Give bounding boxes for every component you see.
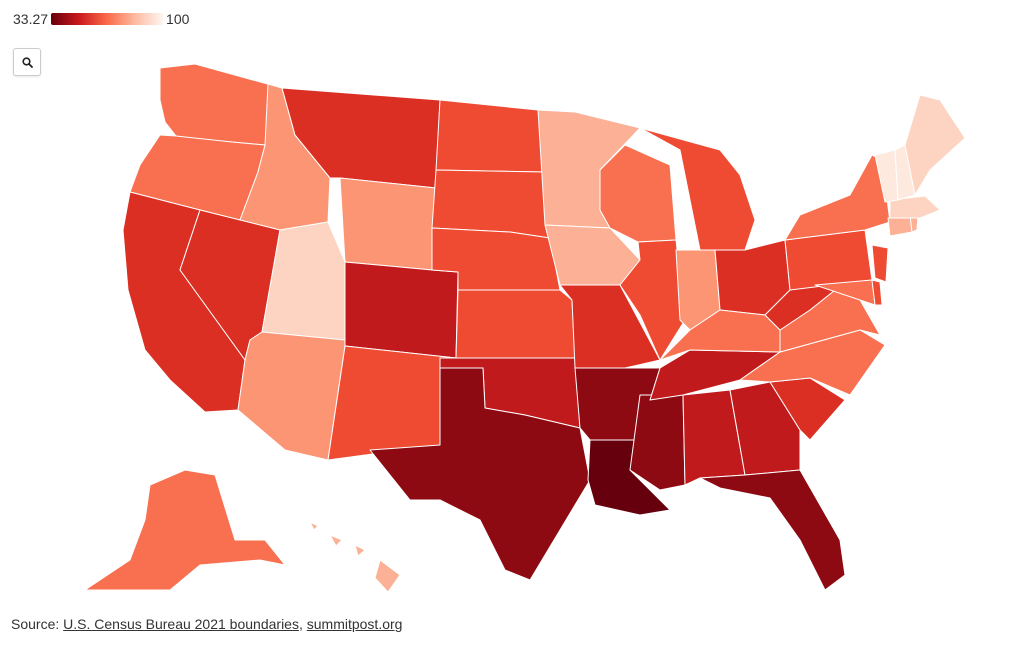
zoom-button[interactable] [13, 48, 41, 76]
state-alaska[interactable] [84, 469, 286, 591]
state-south-dakota[interactable] [431, 169, 551, 239]
state-maine[interactable] [904, 94, 966, 196]
state-kansas[interactable] [455, 289, 576, 359]
state-mississippi[interactable] [629, 394, 686, 491]
source-label: Source: [11, 616, 60, 632]
source-link-summitpost[interactable]: summitpost.org [306, 616, 403, 632]
state-delaware[interactable] [871, 279, 883, 306]
state-north-dakota[interactable] [435, 99, 546, 173]
search-icon [21, 56, 33, 68]
state-wisconsin[interactable] [599, 144, 677, 243]
legend-min-label: 33.27 [13, 11, 49, 27]
state-arizona[interactable] [237, 331, 346, 461]
state-massachusetts[interactable] [889, 195, 941, 219]
state-colorado[interactable] [344, 261, 459, 359]
state-new-jersey[interactable] [871, 244, 889, 283]
legend-max-label: 100 [166, 11, 190, 27]
state-new-york[interactable] [784, 154, 891, 241]
color-legend: 33.27 100 [13, 11, 189, 27]
state-washington[interactable] [159, 63, 283, 146]
state-new-mexico[interactable] [327, 345, 457, 461]
state-florida[interactable] [699, 469, 846, 591]
source-separator: , [298, 616, 303, 632]
state-hawaii[interactable] [309, 521, 401, 593]
state-georgia[interactable] [729, 381, 801, 476]
legend-gradient-bar [51, 13, 164, 25]
us-choropleth-map [84, 63, 966, 593]
state-wyoming[interactable] [339, 177, 437, 271]
source-link-census[interactable]: U.S. Census Bureau 2021 boundaries [63, 616, 299, 632]
state-north-carolina[interactable] [739, 329, 886, 396]
state-texas[interactable] [369, 367, 591, 581]
source-caption: Source: U.S. Census Bureau 2021 boundari… [11, 616, 402, 632]
